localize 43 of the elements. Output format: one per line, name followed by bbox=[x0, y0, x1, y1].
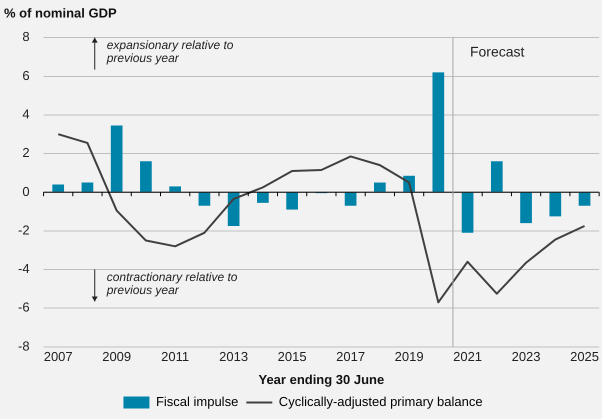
bar bbox=[490, 161, 503, 192]
bar bbox=[110, 126, 123, 192]
x-tick-label: 2019 bbox=[394, 349, 424, 364]
x-tick-label: 2021 bbox=[453, 349, 482, 364]
bar bbox=[286, 192, 298, 210]
annotation: expansionary relative to previous year bbox=[106, 38, 234, 65]
x-tick-label: 2025 bbox=[570, 349, 599, 364]
bar bbox=[374, 182, 386, 192]
bar bbox=[344, 192, 356, 206]
y-tick-label: 8 bbox=[22, 29, 30, 44]
y-tick-label: 0 bbox=[22, 184, 30, 199]
bar bbox=[228, 192, 240, 226]
x-tick-label: 2015 bbox=[278, 349, 307, 364]
y-tick-label: 2 bbox=[22, 145, 30, 160]
x-tick-label: 2009 bbox=[102, 349, 132, 364]
x-tick-label: 2023 bbox=[512, 349, 541, 364]
y-tick-label: 4 bbox=[22, 106, 30, 122]
bar bbox=[578, 192, 590, 206]
bar bbox=[140, 161, 152, 192]
x-tick-label: 2017 bbox=[336, 349, 366, 364]
bar bbox=[257, 192, 269, 203]
x-tick-label: 2011 bbox=[161, 349, 190, 364]
bar bbox=[169, 186, 181, 192]
legend-label: Cyclically-adjusted primary balance bbox=[278, 394, 483, 410]
x-axis-title: Year ending 30 June bbox=[258, 372, 384, 387]
bar bbox=[52, 184, 64, 192]
bar bbox=[82, 182, 94, 192]
annotation: contractionary relative to previous year bbox=[106, 270, 238, 297]
ref-line-label: Forecast bbox=[470, 43, 525, 60]
y-tick-label: -6 bbox=[18, 300, 30, 315]
x-tick-label: 2013 bbox=[219, 349, 248, 364]
bar bbox=[432, 72, 444, 192]
y-tick-label: -2 bbox=[18, 222, 30, 238]
y-tick-label: 6 bbox=[22, 68, 30, 83]
bar bbox=[462, 192, 474, 233]
chart-title: % of nominal GDP bbox=[4, 5, 117, 20]
bar bbox=[520, 192, 532, 224]
bar bbox=[549, 192, 562, 216]
y-tick-label: -8 bbox=[18, 338, 30, 354]
x-tick-label: 2007 bbox=[44, 349, 73, 364]
bar bbox=[198, 192, 210, 206]
y-tick-label: -4 bbox=[18, 261, 30, 276]
legend-label: Fiscal impulse bbox=[156, 394, 238, 410]
